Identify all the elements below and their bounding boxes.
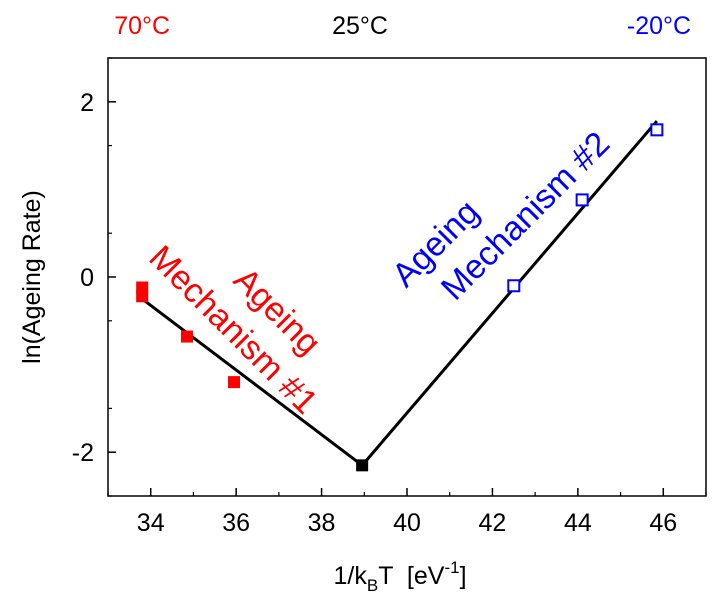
fit-lines xyxy=(141,120,659,467)
y-tick-label: 0 xyxy=(80,264,94,292)
x-tick-label: 44 xyxy=(564,509,592,537)
top-label-1: 25°C xyxy=(332,12,388,40)
fit-line-1 xyxy=(141,297,364,467)
data-point-open xyxy=(575,193,589,207)
x-tick-label: 34 xyxy=(137,509,165,537)
annotation-mechanism-1: Ageing Mechanism #1 xyxy=(142,238,328,421)
x-axis-label-sub: B xyxy=(367,576,378,595)
data-point-open xyxy=(650,123,664,137)
top-label-2: -20°C xyxy=(627,12,691,40)
x-axis-label: 1/kBT [eV-1] xyxy=(333,558,466,595)
data-point-filled xyxy=(356,459,369,472)
x-tick-label: 42 xyxy=(479,509,507,537)
top-label-0: 70°C xyxy=(114,12,170,40)
x-axis-label-mid: T [eV xyxy=(378,562,445,590)
data-point-filled xyxy=(228,376,241,389)
top-temperature-labels: 70°C 25°C -20°C xyxy=(114,12,691,40)
data-point-filled xyxy=(181,330,194,343)
x-tick-label: 46 xyxy=(649,509,677,537)
x-axis-label-sup: -1 xyxy=(444,558,459,577)
x-axis-label-prefix: 1/k xyxy=(333,562,367,590)
fit-line-2 xyxy=(361,120,659,467)
y-tick-label: 2 xyxy=(80,89,94,117)
data-point-filled xyxy=(136,290,149,303)
x-tick-label: 38 xyxy=(308,509,336,537)
y-tick-label: -2 xyxy=(72,439,94,467)
y-axis-label: ln(Ageing Rate) xyxy=(18,190,46,364)
x-tick-label: 36 xyxy=(222,509,250,537)
data-points xyxy=(136,123,664,472)
data-point-open xyxy=(507,279,521,293)
x-axis-label-suffix: ] xyxy=(460,562,467,590)
x-axis-ticks: 34 36 38 40 42 44 46 xyxy=(107,488,707,537)
x-tick-label: 40 xyxy=(393,509,421,537)
y-axis-ticks: -2 0 2 xyxy=(72,57,116,497)
